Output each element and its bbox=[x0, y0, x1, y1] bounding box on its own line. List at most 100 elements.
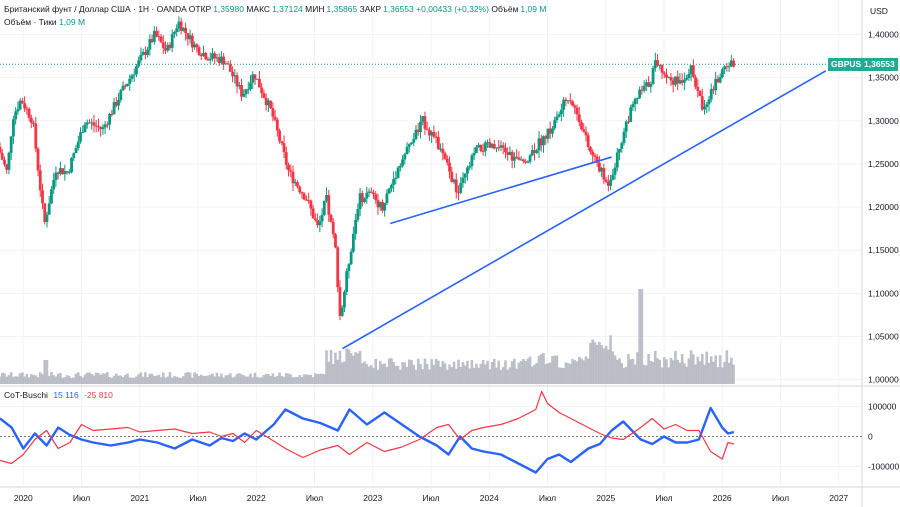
volume-bar bbox=[27, 377, 31, 384]
candle-body bbox=[16, 109, 20, 112]
volume-bar bbox=[410, 360, 413, 384]
candle-body bbox=[430, 131, 434, 136]
price-axis[interactable]: 1,40000 1,35000 1,30000 1,25000 1,20000 1,150… bbox=[868, 30, 899, 385]
volume-bar bbox=[618, 358, 621, 384]
volume-bar bbox=[530, 366, 534, 384]
time-tick-label: 2027 bbox=[829, 493, 848, 503]
volume-bar bbox=[220, 373, 223, 384]
volume-bar bbox=[186, 372, 190, 384]
volume-bar bbox=[273, 376, 277, 384]
volume-bar bbox=[126, 373, 129, 384]
volume-bar bbox=[620, 363, 624, 384]
volume-bar bbox=[327, 361, 331, 384]
volume-bar bbox=[139, 372, 143, 384]
candle-body bbox=[658, 64, 662, 66]
volume-bar bbox=[61, 377, 64, 384]
volume-bar bbox=[191, 377, 194, 384]
volume-bar bbox=[654, 350, 657, 384]
candle-body bbox=[586, 135, 590, 148]
candle-body bbox=[215, 57, 219, 59]
candle-body bbox=[488, 142, 492, 148]
candle-body bbox=[535, 150, 539, 153]
volume-bar bbox=[504, 360, 507, 384]
volume-bar bbox=[712, 361, 715, 384]
candle-body bbox=[282, 143, 286, 153]
candle-body bbox=[636, 98, 639, 100]
volume-bar bbox=[571, 358, 574, 384]
volume-bar bbox=[213, 376, 217, 384]
candle-body bbox=[206, 59, 210, 61]
volume-bar bbox=[188, 372, 192, 384]
candle-body bbox=[164, 48, 167, 51]
volume-bar bbox=[63, 377, 67, 384]
candle-body bbox=[548, 128, 552, 134]
volume-bar bbox=[5, 376, 9, 384]
candle-body bbox=[224, 63, 228, 65]
volume-bar bbox=[600, 345, 603, 384]
volume-bar bbox=[647, 354, 650, 384]
currency-label[interactable]: USD bbox=[870, 6, 888, 16]
volume-bar bbox=[235, 373, 239, 384]
candle-body bbox=[606, 181, 610, 186]
volume-bar bbox=[683, 363, 686, 384]
volume-bar bbox=[278, 372, 281, 384]
candle-body bbox=[76, 141, 80, 148]
volume-bar bbox=[665, 359, 668, 384]
time-axis[interactable]: 2020 Июл 2021 Июл 2022 Июл 2023 Июл 2024 Июл 2025 И… bbox=[14, 493, 849, 503]
volume-bar bbox=[141, 376, 145, 384]
candle-body bbox=[519, 159, 523, 161]
candle-body bbox=[269, 100, 273, 109]
high-label: МАКС bbox=[246, 4, 271, 14]
volume-bar bbox=[486, 360, 489, 384]
volume-bar bbox=[52, 375, 55, 384]
candle-body bbox=[255, 78, 259, 80]
candle-body bbox=[231, 71, 235, 77]
candle-body bbox=[94, 125, 98, 127]
symbol-legend: Британский фунт / Доллар США · 1Н · OAND… bbox=[4, 4, 546, 14]
candle-body bbox=[296, 182, 299, 187]
volume-bar bbox=[598, 341, 601, 384]
volume-bar bbox=[233, 376, 237, 384]
cot-value-red: -25 810 bbox=[84, 390, 113, 400]
time-tick-label: 2026 bbox=[713, 493, 732, 503]
volume-bar bbox=[539, 354, 543, 384]
candle-body bbox=[273, 116, 277, 120]
volume-bar bbox=[649, 360, 653, 384]
volume-bar bbox=[472, 367, 476, 384]
candle-body bbox=[329, 214, 333, 222]
candle-body bbox=[327, 195, 331, 215]
volume-bar bbox=[492, 358, 496, 384]
volume-bar bbox=[595, 344, 599, 384]
candle-body bbox=[414, 129, 418, 140]
volume-histogram bbox=[0, 289, 735, 384]
volume-bar bbox=[394, 365, 398, 384]
candle-body bbox=[258, 78, 261, 88]
candle-body bbox=[47, 203, 51, 215]
volume-bar bbox=[580, 358, 583, 384]
volume-bar bbox=[434, 358, 438, 384]
candle-body bbox=[425, 128, 429, 130]
candle-body bbox=[573, 105, 577, 108]
volume-bar bbox=[202, 375, 205, 384]
volume-bar bbox=[117, 375, 120, 384]
volume-bar bbox=[428, 369, 431, 384]
volume-bar bbox=[135, 376, 138, 384]
volume-bar bbox=[689, 350, 693, 384]
candle-body bbox=[275, 119, 279, 131]
candle-body bbox=[580, 122, 583, 130]
candle-body bbox=[72, 153, 76, 158]
candle-body bbox=[508, 151, 512, 155]
candle-body bbox=[20, 100, 24, 104]
volume-bar bbox=[687, 358, 691, 384]
volume-bar bbox=[676, 359, 679, 384]
candle-body bbox=[376, 200, 380, 208]
volume-bar bbox=[155, 375, 158, 384]
volume-bar bbox=[667, 367, 671, 384]
candle-body bbox=[5, 164, 9, 170]
candle-body bbox=[459, 182, 463, 193]
volume-bar bbox=[50, 372, 53, 384]
candle-body bbox=[479, 144, 483, 151]
candle-body bbox=[369, 191, 373, 193]
volume-bar bbox=[501, 367, 505, 384]
